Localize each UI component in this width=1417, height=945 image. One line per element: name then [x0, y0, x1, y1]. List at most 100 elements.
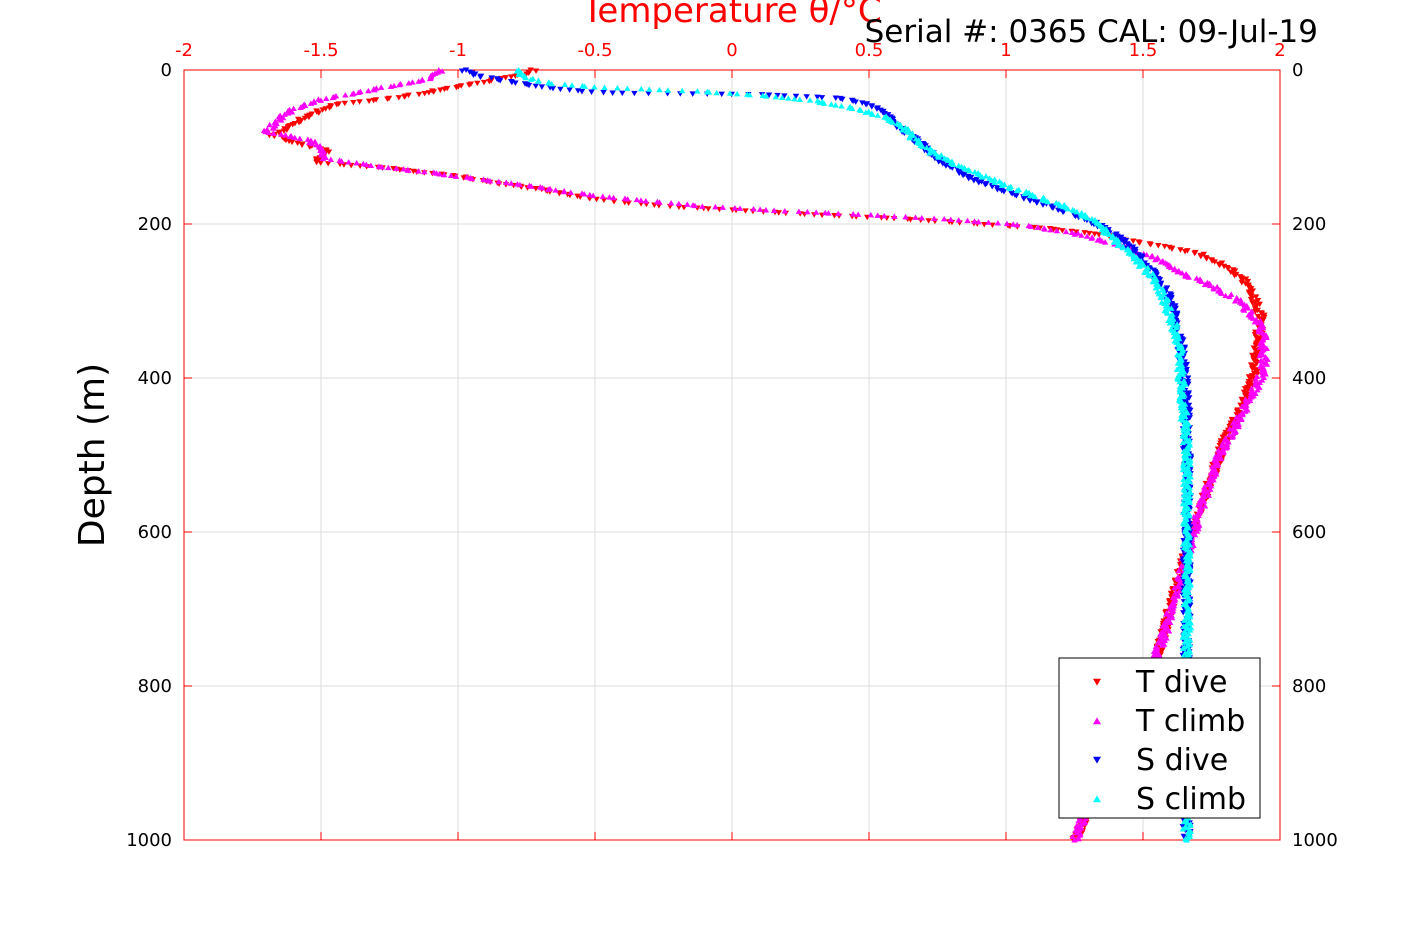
data-point: [975, 180, 983, 186]
data-point: [441, 171, 448, 178]
data-point: [1003, 220, 1011, 227]
data-point: [507, 74, 515, 80]
data-point: [378, 164, 386, 170]
data-point: [480, 176, 487, 182]
data-point: [1059, 209, 1067, 216]
x-tick-label: -1.5: [303, 40, 338, 61]
data-point: [1076, 826, 1083, 832]
data-point: [1238, 416, 1245, 423]
data-point: [867, 211, 875, 218]
data-point: [1183, 632, 1191, 638]
data-point: [1041, 226, 1049, 232]
data-point: [1231, 273, 1238, 279]
data-point: [1223, 441, 1231, 447]
data-point: [746, 91, 753, 98]
data-point: [532, 68, 540, 74]
data-point: [1181, 639, 1188, 645]
data-point: [1179, 439, 1186, 446]
data-point: [975, 218, 982, 225]
data-point: [1163, 298, 1171, 304]
data-point: [1237, 297, 1244, 303]
data-point: [1175, 345, 1183, 351]
data-point: [1180, 623, 1187, 629]
data-point: [1178, 412, 1185, 418]
data-point: [426, 75, 434, 82]
data-point: [523, 71, 530, 77]
data-point: [633, 196, 641, 203]
data-point: [1201, 503, 1209, 509]
data-point: [1152, 256, 1159, 263]
data-point: [1084, 214, 1091, 221]
data-point: [1181, 455, 1189, 462]
data-point: [393, 165, 400, 171]
data-point: [678, 87, 686, 94]
data-point: [1205, 492, 1213, 498]
data-point: [994, 220, 1002, 226]
data-point: [1181, 487, 1188, 493]
data-point: [804, 208, 811, 215]
data-point: [567, 189, 574, 195]
data-point: [816, 99, 823, 106]
data-point: [1078, 212, 1085, 219]
data-point: [1179, 645, 1187, 651]
data-point: [1094, 237, 1101, 243]
data-point: [415, 78, 422, 84]
data-point: [982, 182, 989, 188]
data-point: [955, 170, 963, 177]
data-point: [1078, 232, 1085, 238]
data-point: [401, 94, 408, 100]
data-point: [496, 78, 504, 84]
data-point: [436, 171, 443, 177]
data-point: [1064, 205, 1072, 212]
y-tick-label-right: 0: [1292, 60, 1303, 81]
data-point: [985, 219, 992, 225]
data-point: [1183, 465, 1190, 471]
y-tick-label-right: 400: [1292, 368, 1326, 389]
data-point: [862, 109, 869, 115]
data-point: [296, 135, 304, 142]
data-point: [370, 97, 377, 104]
data-point: [1183, 438, 1190, 444]
data-point: [345, 159, 352, 165]
data-point: [1218, 455, 1225, 462]
data-point: [982, 173, 990, 179]
data-point: [981, 222, 988, 228]
data-point: [270, 130, 277, 136]
data-point: [532, 186, 539, 192]
data-point: [742, 208, 749, 214]
data-point: [1181, 413, 1189, 420]
data-point: [1179, 385, 1187, 391]
data-point: [631, 90, 638, 97]
data-point: [277, 117, 285, 123]
data-point: [561, 81, 569, 88]
data-point: [691, 202, 699, 209]
x-tick-label: 1: [1000, 40, 1011, 61]
data-point: [1239, 411, 1246, 418]
data-point: [349, 91, 356, 97]
data-point: [527, 76, 535, 83]
data-point: [1021, 190, 1029, 197]
data-point: [503, 179, 510, 185]
data-point: [1206, 282, 1214, 289]
data-point: [781, 93, 788, 99]
data-point: [762, 93, 770, 99]
data-point: [1177, 247, 1184, 253]
data-point: [1263, 361, 1271, 367]
data-point: [1186, 478, 1194, 485]
data-point: [532, 83, 539, 90]
data-point: [1184, 409, 1191, 416]
data-point: [832, 95, 839, 101]
data-point: [1222, 292, 1229, 299]
data-point: [1000, 189, 1008, 195]
data-point: [1053, 227, 1061, 234]
legend-marker: [1093, 678, 1101, 686]
data-point: [1180, 460, 1187, 467]
data-point: [619, 90, 626, 97]
data-point: [646, 86, 653, 92]
data-point: [935, 154, 943, 160]
data-point: [1164, 310, 1171, 316]
y-tick-label-left: 800: [138, 676, 172, 697]
data-point: [1256, 352, 1264, 359]
data-point: [1229, 434, 1236, 440]
data-point: [926, 150, 933, 156]
